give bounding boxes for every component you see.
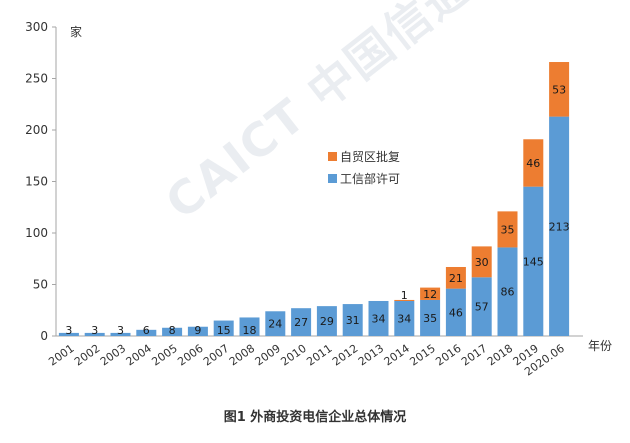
data-label: 46 xyxy=(526,157,540,170)
data-label: 9 xyxy=(194,324,201,337)
bar-segment xyxy=(445,266,466,289)
data-label: 21 xyxy=(449,272,463,285)
bar-segment xyxy=(342,304,363,336)
bar-segment xyxy=(316,306,337,336)
x-tick-label: 2001 xyxy=(46,342,76,369)
bar-segment xyxy=(291,308,312,336)
data-label: 29 xyxy=(320,315,334,328)
x-tick-label: 2015 xyxy=(407,342,437,369)
x-tick-label: 2009 xyxy=(253,342,283,369)
data-label: 145 xyxy=(523,255,544,268)
bar-segment xyxy=(471,277,492,336)
data-label: 3 xyxy=(91,324,98,337)
x-tick-label: 2002 xyxy=(72,342,102,369)
bar-segment xyxy=(549,62,570,117)
legend-label: 自贸区批复 xyxy=(340,149,400,164)
bar-segment xyxy=(162,327,183,336)
bar-segment xyxy=(497,247,518,336)
legend-swatch xyxy=(328,174,337,183)
y-tick-label: 0 xyxy=(40,329,48,343)
data-label: 86 xyxy=(501,286,515,299)
data-label: 31 xyxy=(346,314,360,327)
y-tick-label: 300 xyxy=(25,20,48,34)
bar-segment xyxy=(265,311,286,336)
x-tick-label: 2005 xyxy=(149,342,179,369)
x-tick-label: 2008 xyxy=(227,342,257,369)
x-unit-label: 年份 xyxy=(588,339,612,353)
chart-caption: 图1 外商投资电信企业总体情况 xyxy=(223,410,407,425)
x-tick-label: 2012 xyxy=(330,342,360,369)
data-label: 35 xyxy=(423,312,437,325)
bar-segment xyxy=(84,332,105,336)
data-label: 12 xyxy=(423,288,437,301)
x-tick-label: 2016 xyxy=(433,342,463,369)
y-unit-label: 家 xyxy=(70,24,82,39)
bar-segment xyxy=(497,211,518,248)
data-label: 30 xyxy=(475,256,489,269)
x-tick-label: 2018 xyxy=(485,342,515,369)
data-label: 27 xyxy=(294,316,308,329)
data-label: 15 xyxy=(217,324,231,337)
legend-label: 工信部许可 xyxy=(340,171,400,186)
x-tick-label: 2017 xyxy=(459,342,489,369)
data-label: 213 xyxy=(549,220,570,233)
x-tick-label: 2010 xyxy=(278,342,308,369)
data-label: 6 xyxy=(143,324,150,337)
bar-segment xyxy=(394,299,415,301)
data-label: 24 xyxy=(268,318,282,331)
y-tick-label: 100 xyxy=(25,226,48,240)
x-tick-label: 2003 xyxy=(98,342,128,369)
bar-segment xyxy=(549,116,570,336)
data-label: 1 xyxy=(401,289,408,302)
data-label: 18 xyxy=(243,324,257,337)
bar-segment xyxy=(420,299,441,336)
bar-segment xyxy=(523,139,544,187)
bar-segment xyxy=(239,317,260,336)
y-tick-label: 150 xyxy=(25,175,48,189)
data-label: 35 xyxy=(501,223,515,236)
x-tick-label: 2013 xyxy=(356,342,386,369)
bar-segment xyxy=(187,326,208,336)
data-label: 3 xyxy=(65,324,72,337)
bar-segment xyxy=(136,329,157,336)
bar-segment xyxy=(110,332,131,336)
bar-segment xyxy=(213,320,234,336)
data-label: 53 xyxy=(552,83,566,96)
bar-segment xyxy=(420,287,441,300)
x-tick-label: 2014 xyxy=(382,342,412,369)
data-label: 3 xyxy=(117,324,124,337)
y-tick-label: 200 xyxy=(25,123,48,137)
data-label: 34 xyxy=(397,312,411,325)
x-tick-label: 2006 xyxy=(175,342,205,369)
x-tick-label: 2011 xyxy=(304,342,334,369)
data-label: 46 xyxy=(449,306,463,319)
legend-swatch xyxy=(328,152,337,161)
data-label: 8 xyxy=(169,324,176,337)
bar-segment xyxy=(471,246,492,278)
x-tick-label: 2004 xyxy=(124,342,154,369)
y-tick-label: 250 xyxy=(25,72,48,86)
bar-segment xyxy=(523,186,544,336)
bar-segment xyxy=(58,332,79,336)
data-label: 57 xyxy=(475,301,489,314)
bar-segment xyxy=(394,300,415,336)
bar-segment xyxy=(445,288,466,336)
y-tick-label: 50 xyxy=(33,278,48,292)
x-tick-label: 2007 xyxy=(201,342,231,369)
bar-segment xyxy=(368,300,389,336)
data-label: 34 xyxy=(372,312,386,325)
